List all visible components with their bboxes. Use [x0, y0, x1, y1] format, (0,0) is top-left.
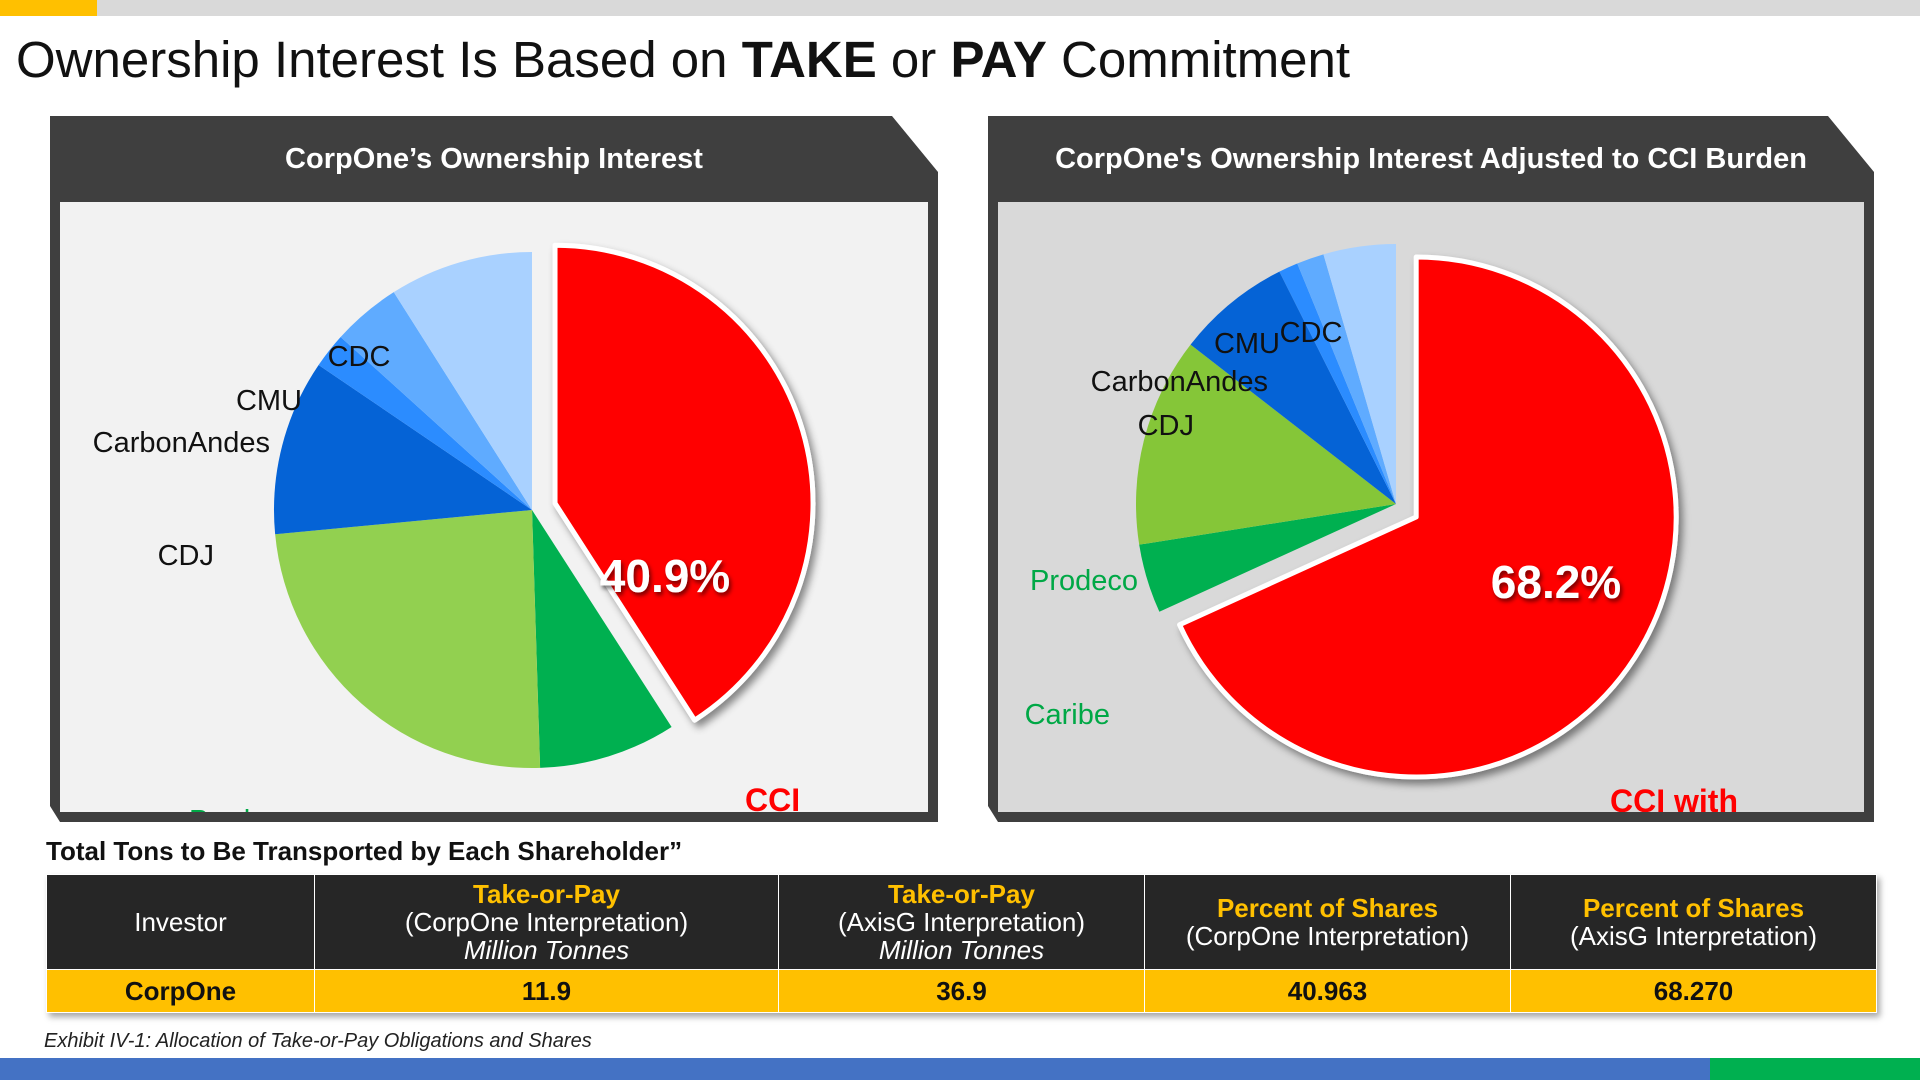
page-title: Ownership Interest Is Based on TAKE or P…	[16, 30, 1350, 89]
pie-label-prodeco: Prodeco	[1030, 565, 1138, 597]
header-pct-axisg-main: Percent of Shares	[1582, 893, 1805, 923]
pie-slice-prodeco	[1136, 345, 1396, 545]
title-bold-take: TAKE	[741, 31, 877, 88]
exhibit-caption: Exhibit IV-1: Allocation of Take-or-Pay …	[44, 1030, 592, 1052]
pie-slice-caribe	[1139, 504, 1396, 612]
table-row: CorpOne 11.9 36.9 40.963 68.270	[46, 969, 1877, 1013]
pie-label-cdc: CDC	[328, 341, 391, 373]
header-top-corpone-main: Take-or-Pay	[473, 879, 620, 909]
header-top-axisg-sub: (AxisG Interpretation)	[837, 907, 1086, 937]
bottom-bar-blue	[0, 1058, 1710, 1080]
pie-value-label: 40.9%	[600, 550, 730, 602]
header-pct-corpone-sub: (CorpOne Interpretation)	[1185, 921, 1470, 951]
header-top-axisg: Take-or-Pay (AxisG Interpretation) Milli…	[778, 874, 1145, 970]
pie-slice-cdc	[394, 252, 532, 510]
table-header-row: Investor Take-or-Pay (CorpOne Interpreta…	[46, 874, 1877, 970]
pie-slice-caribe	[532, 510, 672, 768]
header-pct-corpone-main: Percent of Shares	[1216, 893, 1439, 923]
title-bold-pay: PAY	[950, 31, 1047, 88]
tons-table: Investor Take-or-Pay (CorpOne Interpreta…	[46, 874, 1877, 1013]
pie-slice-cmu	[341, 292, 532, 510]
left-pie-panel: CorpOne’s Ownership Interest 40.9% CCI Car…	[50, 116, 938, 822]
pie-label-caribe: Caribe	[1025, 699, 1110, 731]
header-top-axisg-unit: Million Tonnes	[878, 935, 1045, 965]
pie-slice-cdj	[1191, 272, 1396, 504]
header-investor-label: Investor	[134, 907, 227, 937]
pie-slice-carbonandes	[319, 337, 532, 510]
right-pie-panel: CorpOne's Ownership Interest Adjusted to…	[988, 116, 1874, 822]
cell-pct-corpone: 40.963	[1144, 969, 1511, 1013]
left-pie-plot-area: 40.9%CCICaribeProdecoCDJCarbonAndesCMUCD…	[60, 202, 928, 812]
cell-top-axisg: 36.9	[778, 969, 1145, 1013]
title-part2: or	[876, 31, 951, 88]
header-pct-axisg: Percent of Shares (AxisG Interpretation)	[1510, 874, 1877, 970]
pie-label-cdj: CDJ	[158, 540, 214, 572]
pie-slice-cdc	[1323, 244, 1396, 504]
right-pie-title: CorpOne's Ownership Interest Adjusted to…	[1055, 143, 1807, 175]
pie-slice-cdj	[274, 365, 532, 534]
top-bar	[0, 0, 1920, 16]
pie-label-cci: CCI	[745, 782, 800, 812]
pie-label-cdc: CDC	[1280, 317, 1343, 349]
table-caption: Total Tons to Be Transported by Each Sha…	[46, 836, 683, 866]
pie-value-label: 68.2%	[1491, 556, 1621, 608]
title-part3: Commitment	[1046, 31, 1351, 88]
right-pie-plot-area: 68.2% CCI withJLTCBurden Caribe Prodeco CDJ C…	[998, 202, 1864, 812]
left-pie-title: CorpOne’s Ownership Interest	[285, 143, 703, 175]
pie-label-carbonandes: CarbonAndes	[93, 427, 270, 459]
pie-slice-cmu	[1297, 254, 1396, 504]
header-pct-axisg-sub: (AxisG Interpretation)	[1569, 921, 1818, 951]
right-pie-chart: 68.2% CCI withJLTCBurden Caribe Prodeco CDJ C…	[998, 202, 1864, 812]
pie-slice-prodeco	[275, 510, 540, 768]
pie-slice-cci-with-jltc-burden	[1180, 257, 1677, 777]
pie-label-cmu: CMU	[1214, 328, 1280, 360]
top-bar-accent	[0, 0, 97, 16]
header-top-corpone-unit: Million Tonnes	[463, 935, 630, 965]
pie-label-cdj: CDJ	[1138, 410, 1194, 442]
pie-label-prodeco: Prodeco	[189, 805, 297, 812]
cell-top-corpone: 11.9	[314, 969, 779, 1013]
cell-pct-axisg: 68.270	[1510, 969, 1877, 1013]
title-part1: Ownership Interest Is Based on	[16, 31, 742, 88]
bottom-bar-green	[1710, 1058, 1920, 1080]
header-top-axisg-main: Take-or-Pay	[888, 879, 1035, 909]
header-pct-corpone: Percent of Shares (CorpOne Interpretatio…	[1144, 874, 1511, 970]
bottom-bar	[0, 1058, 1920, 1080]
header-top-corpone: Take-or-Pay (CorpOne Interpretation) Mil…	[314, 874, 779, 970]
left-pie-chart: 40.9%CCICaribeProdecoCDJCarbonAndesCMUCD…	[60, 202, 928, 812]
pie-label-carbonandes: CarbonAndes	[1091, 366, 1268, 398]
pie-slice-carbonandes	[1279, 263, 1396, 504]
pie-label-cci-with-jltc-burden: CCI withJLTCBurden	[1610, 783, 1738, 812]
cell-investor: CorpOne	[46, 969, 315, 1013]
pie-label-cmu: CMU	[236, 385, 302, 417]
header-investor: Investor	[46, 874, 315, 970]
header-top-corpone-sub: (CorpOne Interpretation)	[404, 907, 689, 937]
pie-slice-cci	[555, 245, 813, 720]
